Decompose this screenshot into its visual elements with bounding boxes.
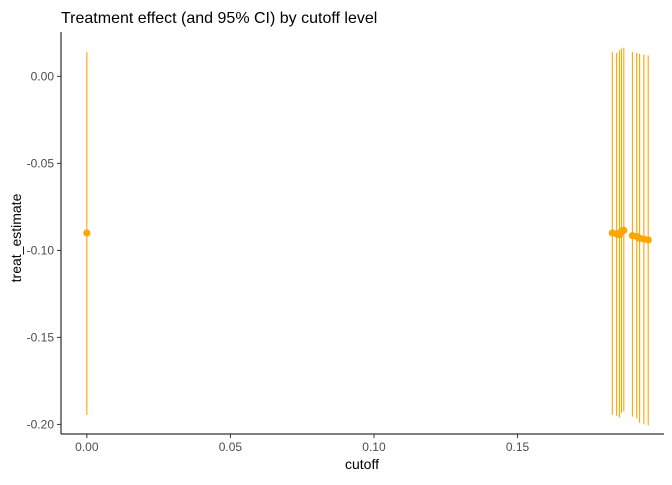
- x-tick-label: 0.05: [219, 440, 243, 454]
- data-point-group: [83, 52, 91, 415]
- data-point-group: [644, 55, 652, 426]
- x-tick-label: 0.10: [362, 440, 386, 454]
- plot-area: [83, 47, 652, 426]
- chart-title: Treatment effect (and 95% CI) by cutoff …: [61, 10, 377, 27]
- y-tick-label: -0.10: [27, 243, 55, 257]
- x-axis-title: cutoff: [345, 456, 379, 472]
- y-tick-label: -0.15: [27, 330, 55, 344]
- x-tick-label: 0.15: [506, 440, 530, 454]
- data-point: [83, 229, 91, 237]
- data-point: [620, 226, 628, 234]
- y-tick-label: -0.20: [27, 417, 55, 431]
- x-axis-ticks: 0.00 0.05 0.10 0.15: [75, 434, 530, 454]
- y-axis-ticks: 0.00 -0.05 -0.10 -0.15 -0.20: [27, 69, 61, 431]
- y-tick-label: -0.05: [27, 156, 55, 170]
- x-tick-label: 0.00: [75, 440, 99, 454]
- data-point-group: [620, 47, 628, 412]
- y-axis-title: treat_estimate: [8, 193, 24, 282]
- y-tick-label: 0.00: [31, 69, 55, 83]
- data-point: [644, 236, 652, 244]
